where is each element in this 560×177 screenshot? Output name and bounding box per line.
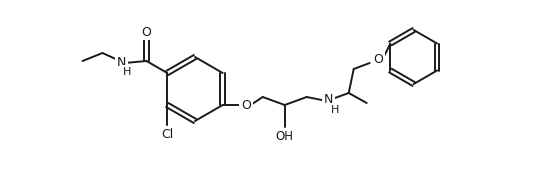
Text: OH: OH bbox=[276, 130, 293, 142]
Text: H: H bbox=[123, 67, 132, 77]
Text: O: O bbox=[241, 98, 251, 112]
Text: O: O bbox=[373, 53, 382, 65]
Text: N: N bbox=[117, 56, 126, 68]
Text: Cl: Cl bbox=[161, 127, 174, 141]
Text: O: O bbox=[142, 25, 151, 39]
Text: H: H bbox=[330, 105, 339, 115]
Text: N: N bbox=[324, 93, 333, 105]
